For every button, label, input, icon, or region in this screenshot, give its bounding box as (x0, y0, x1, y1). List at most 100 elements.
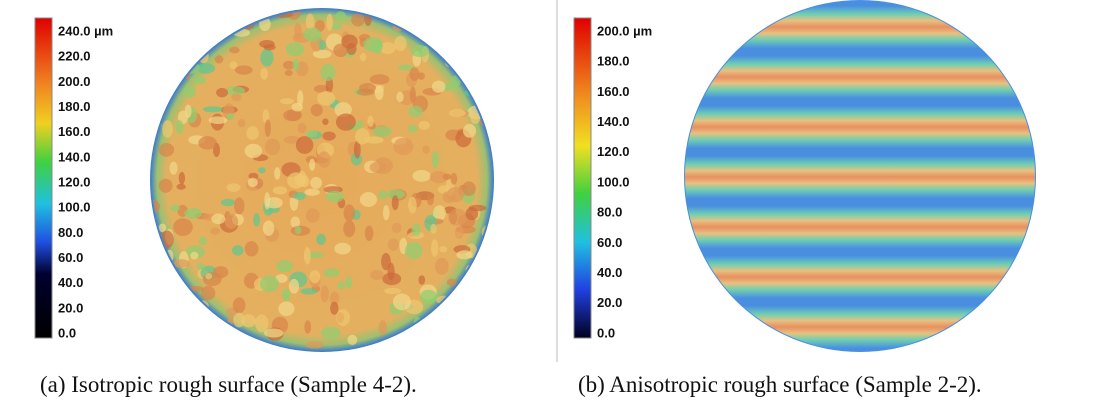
texture-spot (272, 186, 288, 195)
texture-spot (484, 111, 492, 127)
texture-spot (158, 178, 173, 193)
texture-spot (416, 11, 429, 22)
texture-spot (394, 35, 407, 52)
texture-spot (471, 339, 488, 350)
colorbar-tick-label: 240.0 µm (58, 23, 113, 38)
texture-spot (433, 330, 445, 343)
texture-spot (264, 119, 271, 137)
texture-spot (262, 220, 275, 236)
texture-spot (210, 227, 220, 235)
texture-spot (374, 85, 384, 101)
texture-spot (162, 304, 179, 320)
texture-spot (335, 113, 356, 131)
texture-spot (408, 196, 417, 214)
texture-spot (172, 10, 184, 16)
texture-spot (304, 341, 324, 349)
texture-spot (353, 140, 361, 159)
texture-spot (464, 42, 483, 59)
texture-spot (422, 145, 430, 155)
texture-spot (184, 316, 201, 335)
texture-spot (469, 59, 477, 69)
texture-spot (323, 268, 340, 278)
texture-spot (244, 241, 259, 257)
texture-spot (408, 105, 423, 118)
texture-spot (200, 285, 216, 301)
texture-spot (367, 115, 374, 127)
texture-spot (351, 13, 365, 27)
texture-spot (448, 334, 457, 348)
texture-spot (276, 260, 294, 273)
texture-spot (237, 118, 246, 128)
texture-spot (409, 86, 416, 103)
texture-spot (220, 198, 236, 207)
texture-spot (263, 44, 276, 51)
texture-spot (158, 142, 175, 157)
texture-spot (329, 291, 340, 305)
texture-spot (433, 306, 452, 322)
texture-spot (391, 222, 402, 234)
texture-spot (434, 257, 449, 275)
texture-spot (253, 212, 261, 227)
texture-spot (220, 338, 234, 350)
texture-spot (293, 191, 306, 201)
colorbar-tick-label: 160.0 (58, 124, 91, 139)
texture-spot (485, 286, 492, 301)
texture-spot (282, 60, 296, 70)
texture-spot (297, 90, 304, 107)
texture-spot (152, 260, 160, 276)
texture-spot (317, 151, 331, 168)
colorbar-tick-label: 20.0 (58, 300, 83, 315)
texture-spot (158, 223, 167, 233)
texture-spot (369, 74, 390, 85)
texture-spot (290, 216, 301, 228)
texture-spot (197, 303, 205, 317)
texture-stripe (685, 156, 1035, 198)
texture-spot (176, 58, 186, 71)
colorbar-tick-label: 140.0 (597, 114, 630, 129)
texture-spot (161, 266, 172, 273)
texture-spot (462, 181, 476, 196)
texture-stripe (685, 56, 1035, 98)
texture-spot (429, 171, 449, 184)
texture-spot (335, 11, 347, 22)
texture-spot (411, 339, 423, 346)
texture-spot (246, 126, 259, 141)
colorbar-tick-label: 200.0 (58, 74, 91, 89)
texture-spot (306, 252, 324, 259)
texture-spot (152, 263, 163, 275)
texture-spot (294, 22, 302, 40)
texture-spot (197, 319, 205, 332)
texture-spot (232, 297, 246, 314)
colorbar-tick-label: 80.0 (58, 225, 83, 240)
texture-spot (260, 67, 268, 80)
texture-spot (152, 68, 163, 78)
texture-spot (196, 262, 205, 270)
texture-spot (398, 64, 415, 71)
texture-spot (442, 173, 452, 180)
texture-spot (446, 187, 464, 203)
texture-spot (241, 10, 254, 16)
texture-spot (155, 255, 165, 263)
texture-spot (356, 88, 375, 96)
texture-spot (193, 76, 207, 85)
texture-spot (229, 46, 240, 54)
texture-spot (259, 275, 280, 293)
texture-spot (152, 318, 158, 334)
texture-spot (176, 183, 186, 190)
texture-spot (330, 301, 339, 315)
texture-spot (378, 190, 388, 200)
texture-spot (152, 199, 161, 214)
texture-spot (292, 59, 300, 71)
texture-spot (482, 53, 492, 69)
texture-spot (482, 330, 490, 348)
colorbar-tick-label: 180.0 (58, 99, 91, 114)
texture-spot (411, 223, 421, 237)
texture-spot (234, 65, 253, 75)
texture-spot (264, 328, 284, 338)
texture-spot (248, 172, 259, 180)
texture-spot (169, 161, 178, 175)
texture-spot (152, 334, 165, 342)
colorbar-tick-label: 220.0 (58, 49, 91, 64)
texture-spot (359, 52, 367, 62)
texture-spot (463, 89, 481, 97)
